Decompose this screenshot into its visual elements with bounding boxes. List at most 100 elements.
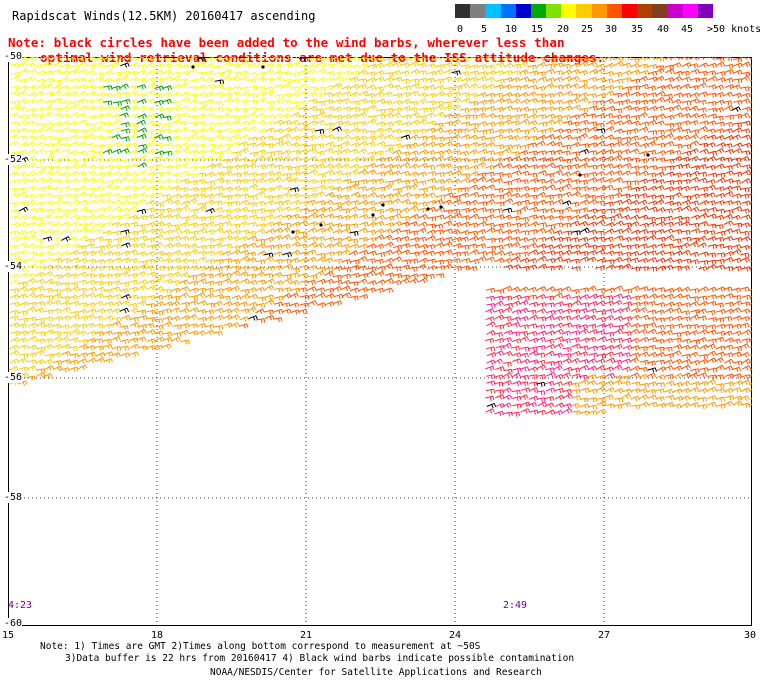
- wind-barb: [137, 215, 148, 221]
- wind-barb: [408, 129, 419, 135]
- wind-barb: [18, 310, 28, 316]
- wind-barb: [95, 213, 106, 220]
- wind-barb: [60, 300, 71, 307]
- wind-barb: [595, 163, 606, 169]
- wind-barb: [94, 143, 105, 150]
- wind-barb: [26, 199, 36, 206]
- wind-barb: [605, 125, 615, 132]
- wind-barb: [681, 76, 692, 82]
- wind-barb: [187, 142, 198, 149]
- wind-barb: [61, 359, 72, 365]
- wind-barb: [571, 209, 581, 215]
- wind-barb: [188, 114, 198, 121]
- wind-barb: [689, 296, 699, 302]
- wind-barb: [520, 265, 530, 272]
- wind-barb: [333, 237, 343, 243]
- wind-barb: [417, 180, 427, 186]
- wind-barb: [325, 293, 335, 299]
- wind-barb: [494, 410, 504, 417]
- wind-barb: [375, 133, 385, 140]
- wind-barb: [520, 186, 530, 192]
- longitude-label: 21: [300, 630, 313, 641]
- wind-barb: [442, 92, 453, 98]
- wind-barb: [664, 140, 674, 147]
- wind-barb: [612, 92, 622, 98]
- wind-barb: [273, 107, 283, 113]
- wind-barb: [367, 179, 377, 185]
- wind-barb: [460, 64, 470, 70]
- wind-barb: [229, 322, 240, 328]
- wind-barb: [222, 69, 232, 75]
- wind-barb: [221, 250, 232, 257]
- wind-barb: [308, 164, 318, 170]
- legend-swatch: [470, 4, 486, 18]
- wind-barb: [136, 336, 147, 342]
- wind-barb: [238, 99, 248, 105]
- wind-barb: [19, 85, 29, 91]
- wind-barb: [400, 249, 411, 256]
- wind-barb: [289, 279, 300, 286]
- wind-barb: [239, 147, 249, 154]
- wind-barb: [17, 229, 27, 236]
- wind-barb: [180, 157, 190, 163]
- wind-barb: [110, 185, 121, 191]
- wind-barb: [61, 265, 71, 271]
- wind-barb: [571, 128, 581, 134]
- wind-barb: [595, 265, 605, 272]
- wind-barb: [639, 83, 649, 90]
- wind-barb: [621, 114, 631, 120]
- wind-barb: [622, 344, 633, 351]
- wind-barb: [749, 346, 752, 349]
- wind-barb: [536, 71, 546, 77]
- wind-barb: [86, 90, 97, 97]
- wind-barb: [341, 285, 351, 292]
- wind-barb: [299, 207, 310, 213]
- wind-barb: [10, 90, 20, 97]
- wind-barb: [494, 337, 505, 344]
- wind-barb: [563, 99, 573, 106]
- wind-barb: [621, 99, 631, 105]
- wind-barb: [484, 208, 495, 214]
- wind-barb: [239, 134, 250, 140]
- wind-barb: [680, 286, 691, 293]
- wind-barb: [171, 144, 181, 150]
- wind-barb: [248, 183, 258, 190]
- wind-barb: [314, 191, 325, 197]
- wind-barb: [494, 144, 505, 150]
- wind-barb: [603, 394, 614, 400]
- wind-barb: [17, 250, 28, 256]
- wind-barb: [78, 223, 88, 229]
- wind-barb: [630, 352, 640, 358]
- wind-barb: [707, 62, 718, 69]
- wind-barb: [401, 129, 411, 135]
- wind-barb: [723, 365, 734, 371]
- wind-barb: [681, 92, 692, 98]
- wind-barb: [136, 296, 146, 301]
- wind-barb: [153, 134, 164, 140]
- wind-barb: [128, 308, 139, 314]
- wind-barb: [603, 113, 614, 119]
- wind-barb: [19, 366, 29, 372]
- wind-barb: [308, 169, 318, 175]
- wind-barb: [546, 150, 556, 156]
- wind-barb: [477, 64, 487, 70]
- wind-barb: [43, 105, 53, 112]
- wind-barb: [26, 287, 37, 293]
- wind-barb: [78, 352, 88, 358]
- wind-barb: [17, 323, 27, 329]
- wind-barb: [273, 206, 283, 213]
- wind-barb: [104, 180, 114, 186]
- wind-barb: [588, 186, 598, 192]
- wind-barb: [333, 115, 343, 120]
- wind-barb: [171, 149, 181, 155]
- wind-barb: [451, 134, 461, 140]
- wind-barb: [153, 192, 164, 198]
- wind-barb: [69, 187, 79, 193]
- wind-barb: [443, 241, 453, 248]
- wind-barb: [639, 382, 649, 389]
- wind-barb: [680, 265, 690, 271]
- wind-barb: [425, 192, 436, 198]
- wind-barb: [502, 342, 512, 349]
- wind-barb: [716, 142, 726, 148]
- wind-barb: [392, 93, 403, 99]
